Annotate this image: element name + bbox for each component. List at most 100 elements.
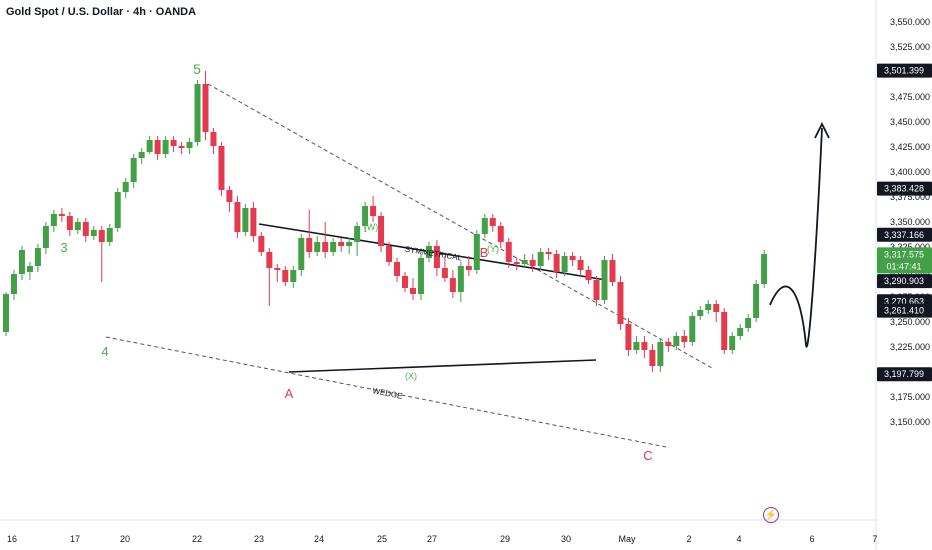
candle-body — [497, 226, 504, 242]
candle-body — [346, 242, 353, 246]
wave-label: B — [480, 245, 489, 260]
pattern-lines — [105, 83, 713, 448]
lightning-icon[interactable]: ⚡ — [763, 507, 779, 523]
candle-body — [513, 262, 520, 264]
y-tick-label: 3,175.000 — [890, 392, 930, 402]
price-tag-bg — [877, 247, 932, 274]
candle-body — [146, 140, 153, 152]
candle-body — [234, 202, 241, 232]
x-tick-label: 17 — [70, 534, 80, 544]
candle-body — [745, 318, 752, 328]
candle-body — [170, 140, 177, 146]
price-tag-countdown: 01:47:41 — [886, 261, 921, 271]
candle-body — [673, 336, 680, 346]
x-tick-label: 23 — [254, 534, 264, 544]
y-tick-label: 3,225.000 — [890, 342, 930, 352]
candle-body — [753, 284, 760, 318]
price-tag: 3,501.399 — [877, 63, 932, 78]
candle-body — [529, 260, 536, 266]
price-tag-bg — [877, 63, 932, 78]
y-tick-label: 3,325.000 — [890, 242, 930, 252]
candle-body — [154, 140, 161, 154]
wave-label: C — [643, 448, 652, 463]
candle-body — [162, 140, 169, 154]
candle-body — [114, 192, 121, 228]
candle-body — [577, 260, 584, 270]
price-tag-bg — [877, 274, 932, 289]
price-tag: 3,383.428 — [877, 181, 932, 196]
wedge-upper-line — [207, 83, 713, 369]
price-tag: 3,261.410 — [877, 303, 932, 318]
x-tick-label: 4 — [736, 534, 741, 544]
candle-body — [322, 242, 329, 252]
symmetrical-lower-line — [288, 359, 597, 373]
candle-body — [457, 266, 464, 292]
price-tag: 3,290.903 — [877, 274, 932, 289]
candle-body — [625, 324, 632, 350]
candle-body — [409, 288, 416, 294]
candle-body — [82, 222, 89, 236]
price-tag: 3,317.575 01:47:41 — [877, 247, 932, 274]
candle-body — [569, 256, 576, 260]
candle-body — [553, 254, 560, 272]
candle-body — [386, 246, 393, 262]
price-tag-label: 3,383.428 — [884, 184, 924, 194]
candle-body — [689, 316, 696, 342]
candle-body — [218, 146, 225, 190]
x-tick-label: 7 — [872, 534, 877, 544]
wave-label: 5 — [193, 61, 201, 77]
wave-label: (W) — [364, 222, 379, 232]
candle-body — [314, 242, 321, 252]
candle-body — [130, 158, 137, 182]
candle-body — [417, 258, 424, 294]
candle-body — [90, 230, 97, 236]
candle-body — [378, 216, 385, 246]
candle-body — [505, 242, 512, 262]
x-tick-label: 25 — [377, 534, 387, 544]
price-tag: 3,337.166 — [877, 227, 932, 242]
price-tag-label: 3,337.166 — [884, 230, 924, 240]
candle-body — [585, 270, 592, 280]
y-tick-label: 3,525.000 — [890, 42, 930, 52]
candle-body — [290, 270, 297, 282]
candle-body — [561, 256, 568, 272]
candle-body — [282, 270, 289, 282]
candle-body — [98, 230, 105, 242]
candle-body — [242, 208, 249, 232]
x-tick-label: 22 — [192, 534, 202, 544]
candle-body — [42, 226, 49, 248]
y-tick-label: 3,375.000 — [890, 192, 930, 202]
candle-body — [433, 246, 440, 268]
candle-body — [721, 312, 728, 350]
x-tick-label: 6 — [809, 534, 814, 544]
candle-body — [194, 84, 201, 142]
candle-body — [713, 304, 720, 312]
candle-body — [50, 214, 57, 226]
candle-body — [737, 328, 744, 336]
x-tick-label: 24 — [314, 534, 324, 544]
y-tick-label: 3,425.000 — [890, 142, 930, 152]
candle-body — [657, 342, 664, 366]
price-tag-label: 3,197.799 — [884, 369, 924, 379]
candle-body — [425, 246, 432, 258]
candle-body — [681, 336, 688, 342]
candle-body — [178, 146, 185, 148]
candle-body — [441, 268, 448, 278]
candle-body — [210, 132, 217, 146]
candle-body — [306, 238, 313, 252]
chart-title: Gold Spot / U.S. Dollar · 4h · OANDA — [6, 6, 197, 18]
wave-label: A — [285, 386, 294, 401]
candle-body — [34, 248, 41, 266]
y-tick-label: 3,450.000 — [890, 117, 930, 127]
candle-body — [537, 252, 544, 266]
candle-body — [729, 336, 736, 350]
candle-body — [250, 208, 257, 236]
x-tick-label: 27 — [427, 534, 437, 544]
candle-body — [394, 262, 401, 276]
wave-label: (X) — [405, 371, 417, 381]
candle-body — [761, 254, 768, 284]
symmetrical-label: SYMMETRICAL — [404, 245, 463, 263]
candle-body — [633, 342, 640, 350]
